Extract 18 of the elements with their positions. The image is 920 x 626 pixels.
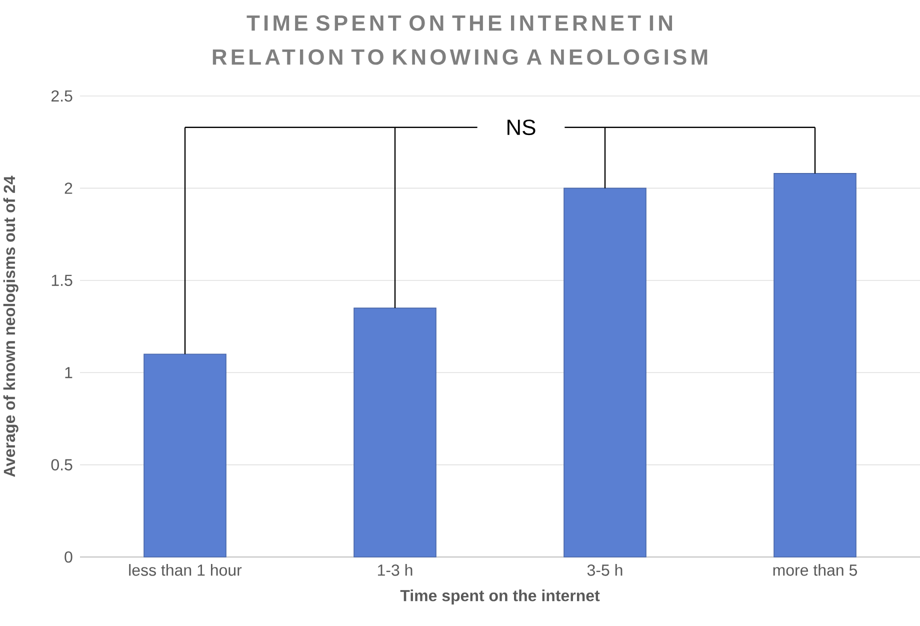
y-tick-label: 0	[64, 551, 72, 563]
y-tick-label: 0.5	[51, 459, 72, 470]
x-axis-title: Time spent on the internet	[400, 590, 600, 604]
bar	[354, 308, 436, 558]
x-tick-label: 1-3 h	[378, 564, 412, 576]
bar	[144, 354, 226, 558]
y-axis-title: Average of known neologisms out of 24	[3, 176, 18, 477]
x-tick-label: more than 5	[773, 564, 857, 576]
bar	[774, 173, 856, 558]
y-tick-label: 2.5	[52, 90, 72, 102]
x-tick-label: 3-5 h	[587, 564, 622, 576]
y-tick-label: 2	[64, 182, 72, 194]
y-tick-label: 1	[65, 367, 72, 378]
x-tick-label: less than 1 hour	[129, 564, 242, 576]
bar	[564, 188, 646, 558]
annotation: NS	[508, 120, 536, 136]
y-tick-label: 1.5	[52, 274, 72, 286]
chart-title: TIME SPENT ON THE INTERNET IN RELATION TO KNOWING A NEOLOGISM	[212, 15, 708, 65]
